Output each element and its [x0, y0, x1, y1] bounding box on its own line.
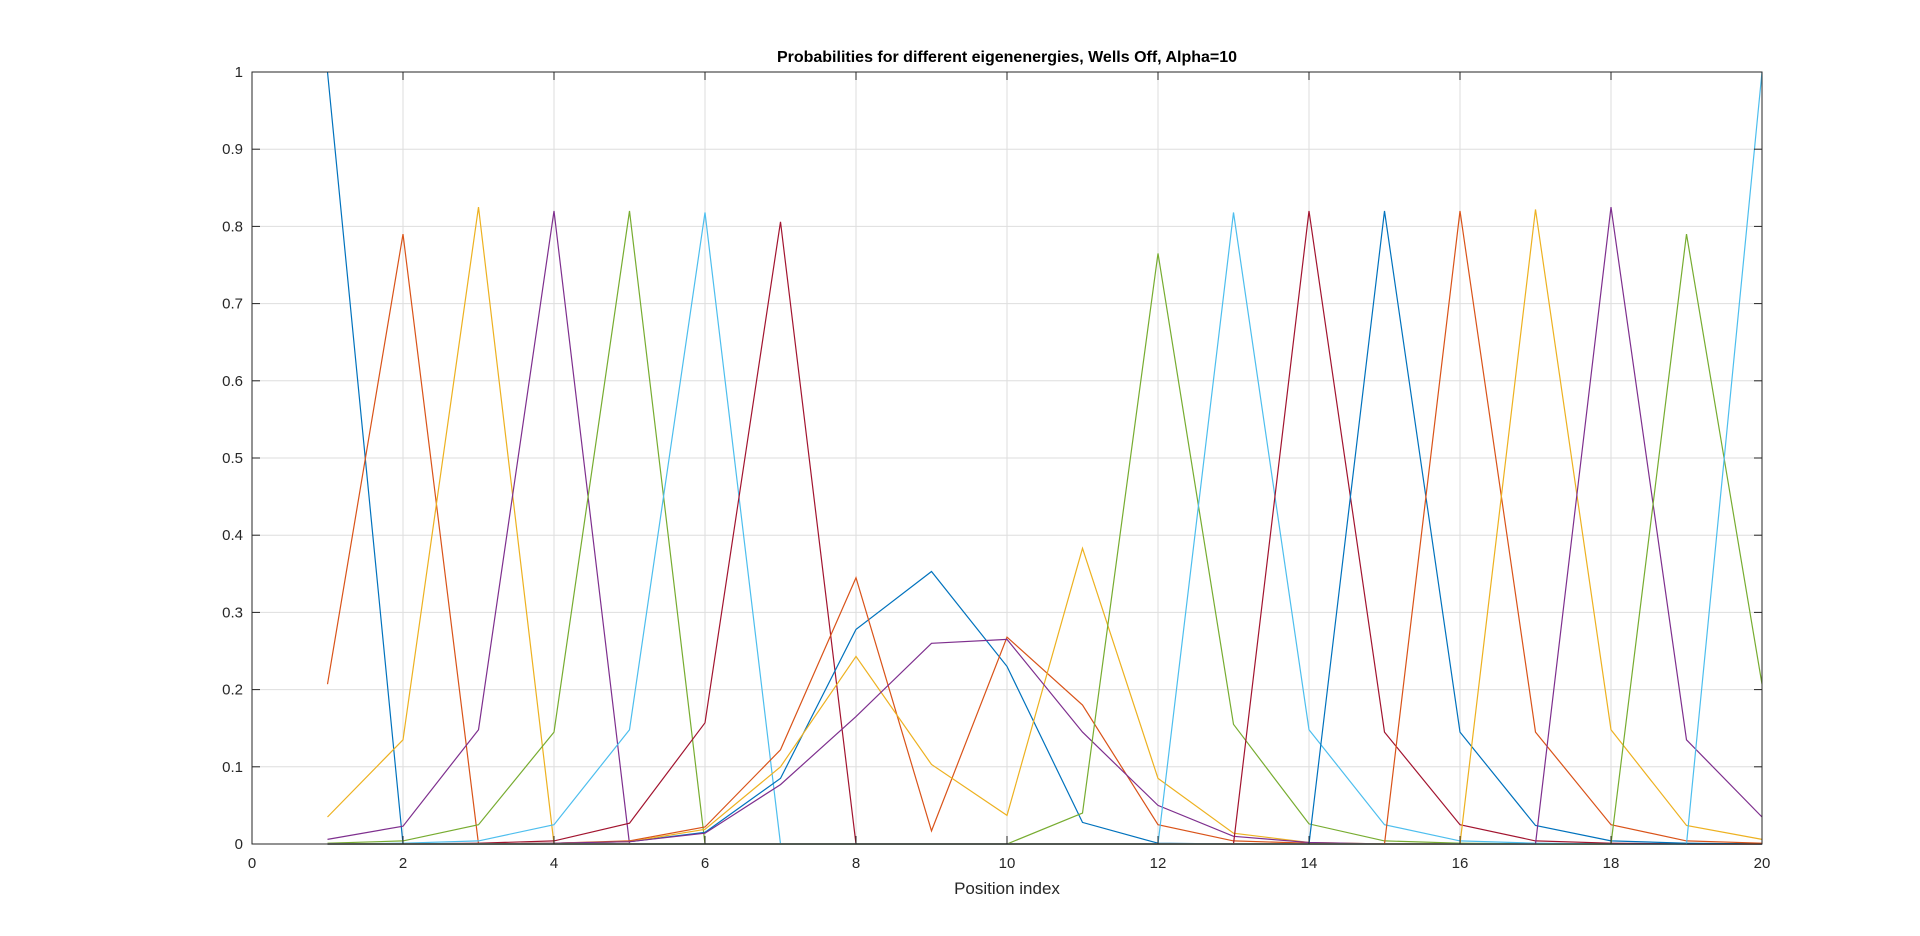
y-tick-label: 0.2	[222, 682, 243, 699]
x-tick-label: 2	[399, 855, 407, 872]
x-tick-label: 14	[1301, 855, 1318, 872]
y-tick-label: 0.9	[222, 141, 243, 158]
y-tick-label: 0.5	[222, 450, 243, 467]
x-tick-labels: 0 2 4 6 8 10 12 14 16 18 20	[248, 855, 1771, 872]
tick-marks	[251, 71, 1763, 845]
x-tick-label: 10	[999, 855, 1016, 872]
x-tick-label: 8	[852, 855, 860, 872]
x-tick-label: 0	[248, 855, 256, 872]
x-tick-label: 12	[1150, 855, 1167, 872]
x-axis-label: Position index	[954, 879, 1060, 898]
y-tick-labels: 0 0.1 0.2 0.3 0.4 0.5 0.6 0.7 0.8 0.9 1	[222, 64, 243, 853]
x-tick-label: 4	[550, 855, 558, 872]
x-tick-label: 20	[1754, 855, 1771, 872]
y-tick-label: 0.3	[222, 604, 243, 621]
chart-title: Probabilities for different eigenenergie…	[777, 49, 1237, 66]
x-tick-label: 16	[1452, 855, 1469, 872]
y-tick-label: 0.7	[222, 296, 243, 313]
y-tick-label: 0	[235, 836, 243, 853]
y-tick-label: 1	[235, 64, 243, 81]
y-tick-label: 0.1	[222, 759, 243, 776]
y-tick-label: 0.4	[222, 527, 243, 544]
x-tick-label: 6	[701, 855, 709, 872]
y-tick-label: 0.8	[222, 218, 243, 235]
y-tick-label: 0.6	[222, 373, 243, 390]
x-tick-label: 18	[1603, 855, 1620, 872]
